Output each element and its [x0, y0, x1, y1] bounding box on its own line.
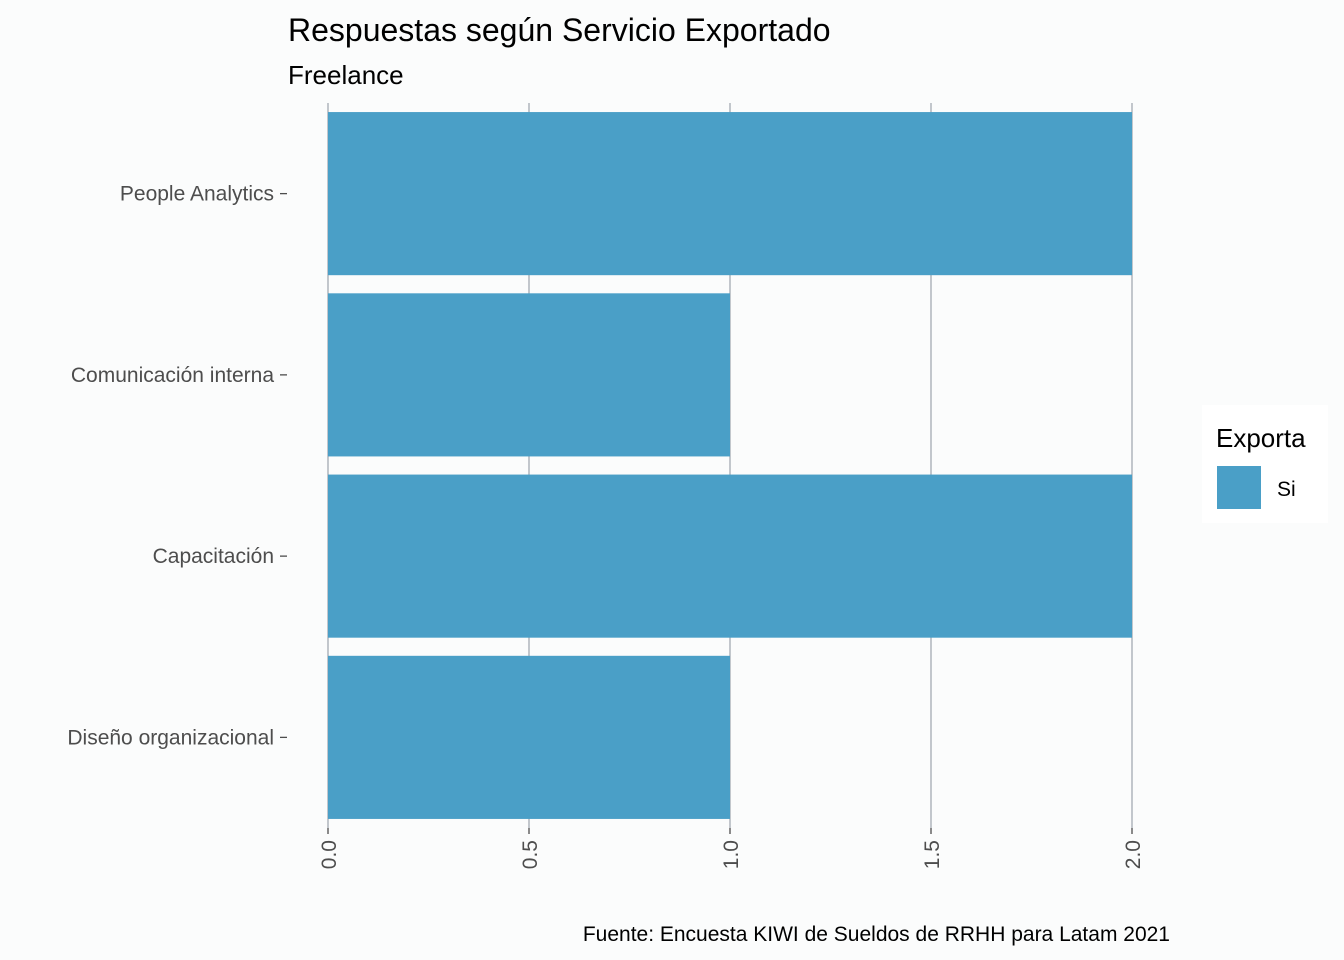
legend-label-si: Si: [1277, 478, 1296, 501]
y-category-label: People Analytics: [120, 183, 274, 206]
chart-caption: Fuente: Encuesta KIWI de Sueldos de RRHH…: [583, 923, 1170, 946]
x-tick-label: 1.0: [720, 840, 743, 869]
x-tick-label: 0.0: [318, 840, 341, 869]
y-category-label: Capacitación: [153, 545, 274, 568]
y-category-label: Comunicación interna: [71, 364, 274, 387]
bar: [328, 293, 730, 457]
x-tick-label: 1.5: [921, 840, 944, 869]
y-category-label: Diseño organizacional: [67, 726, 274, 749]
bar: [328, 474, 1132, 638]
bar: [328, 655, 730, 819]
y-axis-labels: People Analytics Comunicación interna Capa…: [67, 183, 287, 749]
bars: [328, 112, 1132, 819]
chart-title: Respuestas según Servicio Exportado: [288, 12, 831, 48]
x-tick-label: 2.0: [1122, 840, 1145, 869]
x-tick-label: 0.5: [519, 840, 542, 869]
legend: Exporta Si: [1202, 405, 1328, 523]
legend-title: Exporta: [1216, 423, 1306, 453]
chart-subtitle: Freelance: [288, 60, 404, 90]
x-axis-ticks: 0.0 0.5 1.0 1.5 2.0: [318, 828, 1145, 869]
legend-key-si: [1217, 466, 1261, 509]
bar: [328, 112, 1132, 276]
